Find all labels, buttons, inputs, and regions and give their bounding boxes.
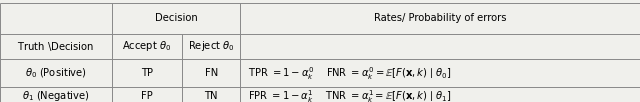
Text: TPR $= 1 - \alpha_k^0\quad$ FNR $=\alpha_k^0 = \mathbb{E}[F(\mathbf{x}, k) \mid : TPR $= 1 - \alpha_k^0\quad$ FNR $=\alpha… bbox=[248, 65, 451, 82]
Text: FN: FN bbox=[205, 68, 218, 78]
Text: $\theta_0$ (Positive): $\theta_0$ (Positive) bbox=[25, 66, 87, 80]
Text: Decision: Decision bbox=[155, 13, 197, 23]
Text: FPR $= 1 - \alpha_k^1\quad$ TNR $=\alpha_k^1 = \mathbb{E}[F(\mathbf{x}, k) \mid : FPR $= 1 - \alpha_k^1\quad$ TNR $=\alpha… bbox=[248, 88, 451, 102]
Text: Accept $\theta_0$: Accept $\theta_0$ bbox=[122, 39, 172, 53]
Text: FP: FP bbox=[141, 91, 153, 101]
Text: Reject $\theta_0$: Reject $\theta_0$ bbox=[188, 39, 235, 53]
Text: Rates/ Probability of errors: Rates/ Probability of errors bbox=[374, 13, 506, 23]
Text: TN: TN bbox=[204, 91, 218, 101]
Text: TP: TP bbox=[141, 68, 153, 78]
Text: Truth $\backslash$Decision: Truth $\backslash$Decision bbox=[17, 40, 95, 53]
Text: $\theta_1$ (Negative): $\theta_1$ (Negative) bbox=[22, 89, 90, 102]
